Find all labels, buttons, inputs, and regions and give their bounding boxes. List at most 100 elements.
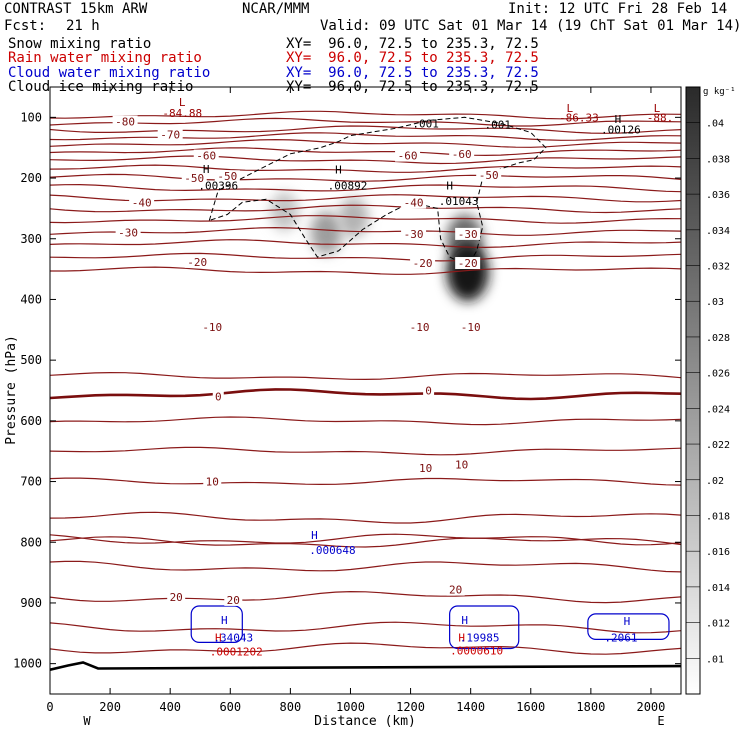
contour-label-background — [224, 593, 243, 606]
snow-shading-maximum — [310, 211, 343, 255]
extremum-label: .01043 — [439, 195, 479, 208]
contour-label: -20 — [413, 257, 433, 270]
colorbar-tick-label: .024 — [706, 404, 730, 415]
contour-label-background — [416, 462, 435, 475]
contour-label-background — [446, 583, 465, 596]
colorbar-tick-label: .032 — [706, 262, 730, 273]
temperature-contour-line — [50, 536, 681, 548]
org-label: NCAR/MMM — [242, 1, 310, 17]
temperature-contour-line — [50, 511, 681, 524]
contour-label: -20 — [458, 257, 478, 270]
contour-label: -10 — [410, 321, 430, 334]
contour-label-background — [455, 257, 481, 270]
x-tick-label: 0 — [46, 700, 53, 714]
extremum-label: H — [311, 529, 318, 542]
contour-label-background — [401, 196, 427, 209]
contour-label-background — [199, 320, 225, 333]
y-axis-title: Pressure (hPa) — [4, 335, 19, 445]
extremum-label: .0000610 — [450, 644, 503, 657]
y-tick-label: 1000 — [13, 657, 42, 671]
contour-label-background — [452, 458, 471, 471]
extremum-label: L — [567, 102, 574, 115]
contour-label: -60 — [452, 148, 472, 161]
temperature-contour-line — [50, 239, 681, 249]
contour-label-background — [129, 196, 155, 209]
cloud-water-contour — [190, 605, 243, 644]
colorbar-tick-label: .034 — [706, 226, 730, 237]
contour-label-background — [112, 115, 138, 128]
freezing-level-line — [50, 388, 681, 401]
contour-label: -10 — [202, 321, 222, 334]
colorbar-tick-label: .022 — [706, 440, 730, 451]
temperature-contour-line — [50, 416, 681, 426]
model-title: CONTRAST 15km ARW — [4, 1, 148, 17]
contour-label-background — [214, 170, 240, 183]
forecast-hour: 21 h — [66, 18, 100, 34]
temperature-contour-line — [50, 164, 681, 173]
contour-label: -60 — [196, 150, 216, 163]
contour-label: -40 — [132, 196, 152, 209]
temperature-contour-line — [50, 533, 681, 546]
colorbar-tick-label: .018 — [706, 511, 730, 522]
extremum-label: .001 — [412, 117, 439, 130]
contour-label-background — [184, 255, 210, 268]
contour-label-background — [476, 169, 502, 182]
contour-label-background — [212, 390, 224, 403]
colorbar-tick-label: .038 — [706, 154, 730, 165]
contour-label: 20 — [227, 594, 240, 607]
y-tick-label: 100 — [20, 110, 42, 124]
field-rain-xy: XY= 96.0, 72.5 to 235.3, 72.5 — [286, 50, 539, 66]
contour-label: 10 — [419, 462, 432, 475]
colorbar-tick-label: .02 — [706, 476, 724, 487]
extremum-label: .001 — [484, 119, 511, 132]
colorbar-tick-label: .014 — [706, 583, 730, 594]
extremum-label: -88. — [647, 111, 674, 124]
contour-label-background — [407, 320, 433, 333]
colorbar-tick-label: .016 — [706, 547, 730, 558]
contour-label: -30 — [118, 227, 138, 240]
temperature-contour-line — [50, 371, 681, 381]
temperature-contour-line — [50, 266, 681, 275]
contour-label-background — [181, 172, 207, 185]
contour-label: 10 — [455, 459, 468, 472]
y-tick-label: 200 — [20, 171, 42, 185]
contour-label: -50 — [184, 172, 204, 185]
y-tick-label: 900 — [20, 596, 42, 610]
x-tick-label: 200 — [99, 700, 121, 714]
x-tick-label: 2000 — [636, 700, 665, 714]
extremum-label: H — [461, 614, 468, 627]
temperature-contour-line — [50, 194, 681, 203]
x-tick-label: 1200 — [396, 700, 425, 714]
contour-label-background — [455, 227, 481, 240]
cloud-water-contour — [587, 613, 670, 640]
terrain-surface-line — [50, 661, 681, 671]
colorbar-tick-label: .026 — [706, 369, 730, 380]
valid-time: Valid: 09 UTC Sat 01 Mar 14 (19 ChT Sat … — [320, 18, 740, 34]
cloud-water-contour — [449, 605, 520, 650]
temperature-contour-line — [50, 477, 681, 486]
contour-label: 0 — [215, 391, 222, 404]
contour-label: 20 — [170, 591, 183, 604]
temperature-contour-line — [50, 560, 681, 573]
colorbar-unit: g kg⁻¹ — [703, 87, 736, 97]
temperature-contour-line — [50, 590, 681, 604]
extremum-label: .0001202 — [210, 646, 263, 659]
contour-label: -10 — [461, 321, 481, 334]
temperature-contour-line — [50, 183, 681, 193]
forecast-label: Fcst: — [4, 18, 47, 34]
field-cloudwater-xy: XY= 96.0, 72.5 to 235.3, 72.5 — [286, 65, 539, 81]
colorbar-tick-label: .03 — [706, 297, 724, 308]
contour-label: -60 — [398, 150, 418, 163]
extremum-label: .00126 — [601, 123, 641, 136]
x-tick-label: 600 — [219, 700, 241, 714]
y-tick-label: 700 — [20, 475, 42, 489]
x-tick-label: 1000 — [336, 700, 365, 714]
west-label: W — [83, 714, 91, 728]
extremum-label: .2061 — [604, 632, 637, 645]
colorbar-tick-label: .028 — [706, 333, 730, 344]
contour-label-background — [203, 475, 222, 488]
cloud-ice-contour — [208, 116, 547, 267]
colorbar-tick-label: .01 — [706, 654, 724, 665]
contour-label: -40 — [404, 196, 424, 209]
contour-label-background — [410, 257, 436, 270]
